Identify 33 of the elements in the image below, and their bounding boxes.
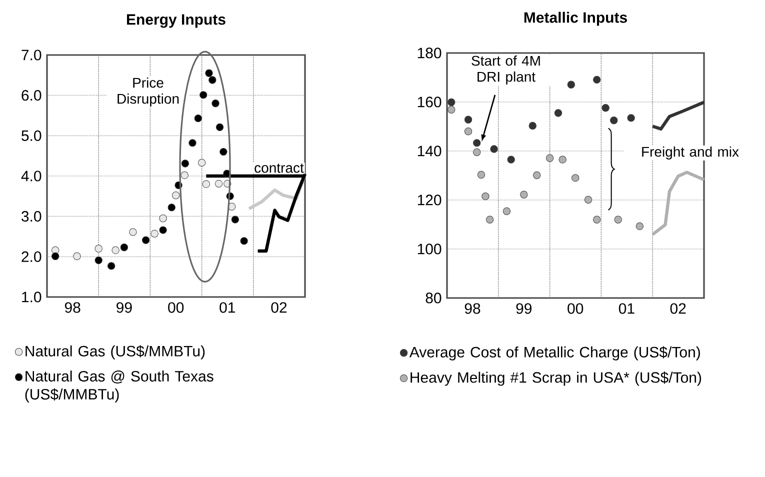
y-tick-label: 100 (418, 244, 442, 254)
y-tick-label: 80 (426, 292, 442, 304)
x-tick-label: 01 (618, 303, 634, 314)
y-tick-label: 7.0 (22, 50, 42, 60)
y-tick-label: 2.0 (22, 251, 42, 262)
y-tick-label: 5.0 (22, 130, 42, 141)
x-tick-label: 02 (670, 303, 686, 314)
x-tick-label: 98 (64, 302, 80, 313)
annotation: contract (254, 164, 304, 173)
legend-label: Average Cost of Metallic Charge (US$/Ton) (409, 346, 700, 360)
annotation: Freight and mix (642, 146, 739, 160)
y-tick-label: 4.0 (21, 170, 42, 182)
chart-title: Metallic Inputs (524, 12, 627, 26)
y-tick-label: 3.0 (22, 211, 42, 222)
x-tick-label: 02 (271, 302, 287, 313)
legend-label: Natural Gas @ South Texas (US$/MMBTu) (25, 370, 214, 403)
x-tick-label: 01 (220, 302, 235, 313)
x-tick-label: 98 (464, 303, 480, 314)
chart-title: Energy Inputs (127, 14, 226, 28)
y-tick-label: 1.0 (22, 292, 42, 302)
legend-label: Heavy Melting #1 Scrap in USA* (US$/Ton) (410, 372, 702, 386)
annotation: Price Disruption (118, 77, 179, 107)
y-tick-label: 120 (418, 194, 442, 206)
y-tick-label: 160 (418, 96, 442, 108)
x-tick-label: 99 (116, 302, 132, 313)
legend-label: Natural Gas (US$/MMBTu) (26, 345, 205, 360)
y-tick-label: 6.0 (22, 90, 42, 101)
x-tick-label: 00 (168, 302, 184, 313)
x-tick-label: 00 (568, 303, 584, 314)
y-tick-label: 180 (418, 48, 442, 58)
annotation: Start of 4M DRI plant (472, 55, 540, 85)
x-tick-label: 99 (516, 303, 532, 314)
y-tick-label: 140 (418, 146, 442, 156)
